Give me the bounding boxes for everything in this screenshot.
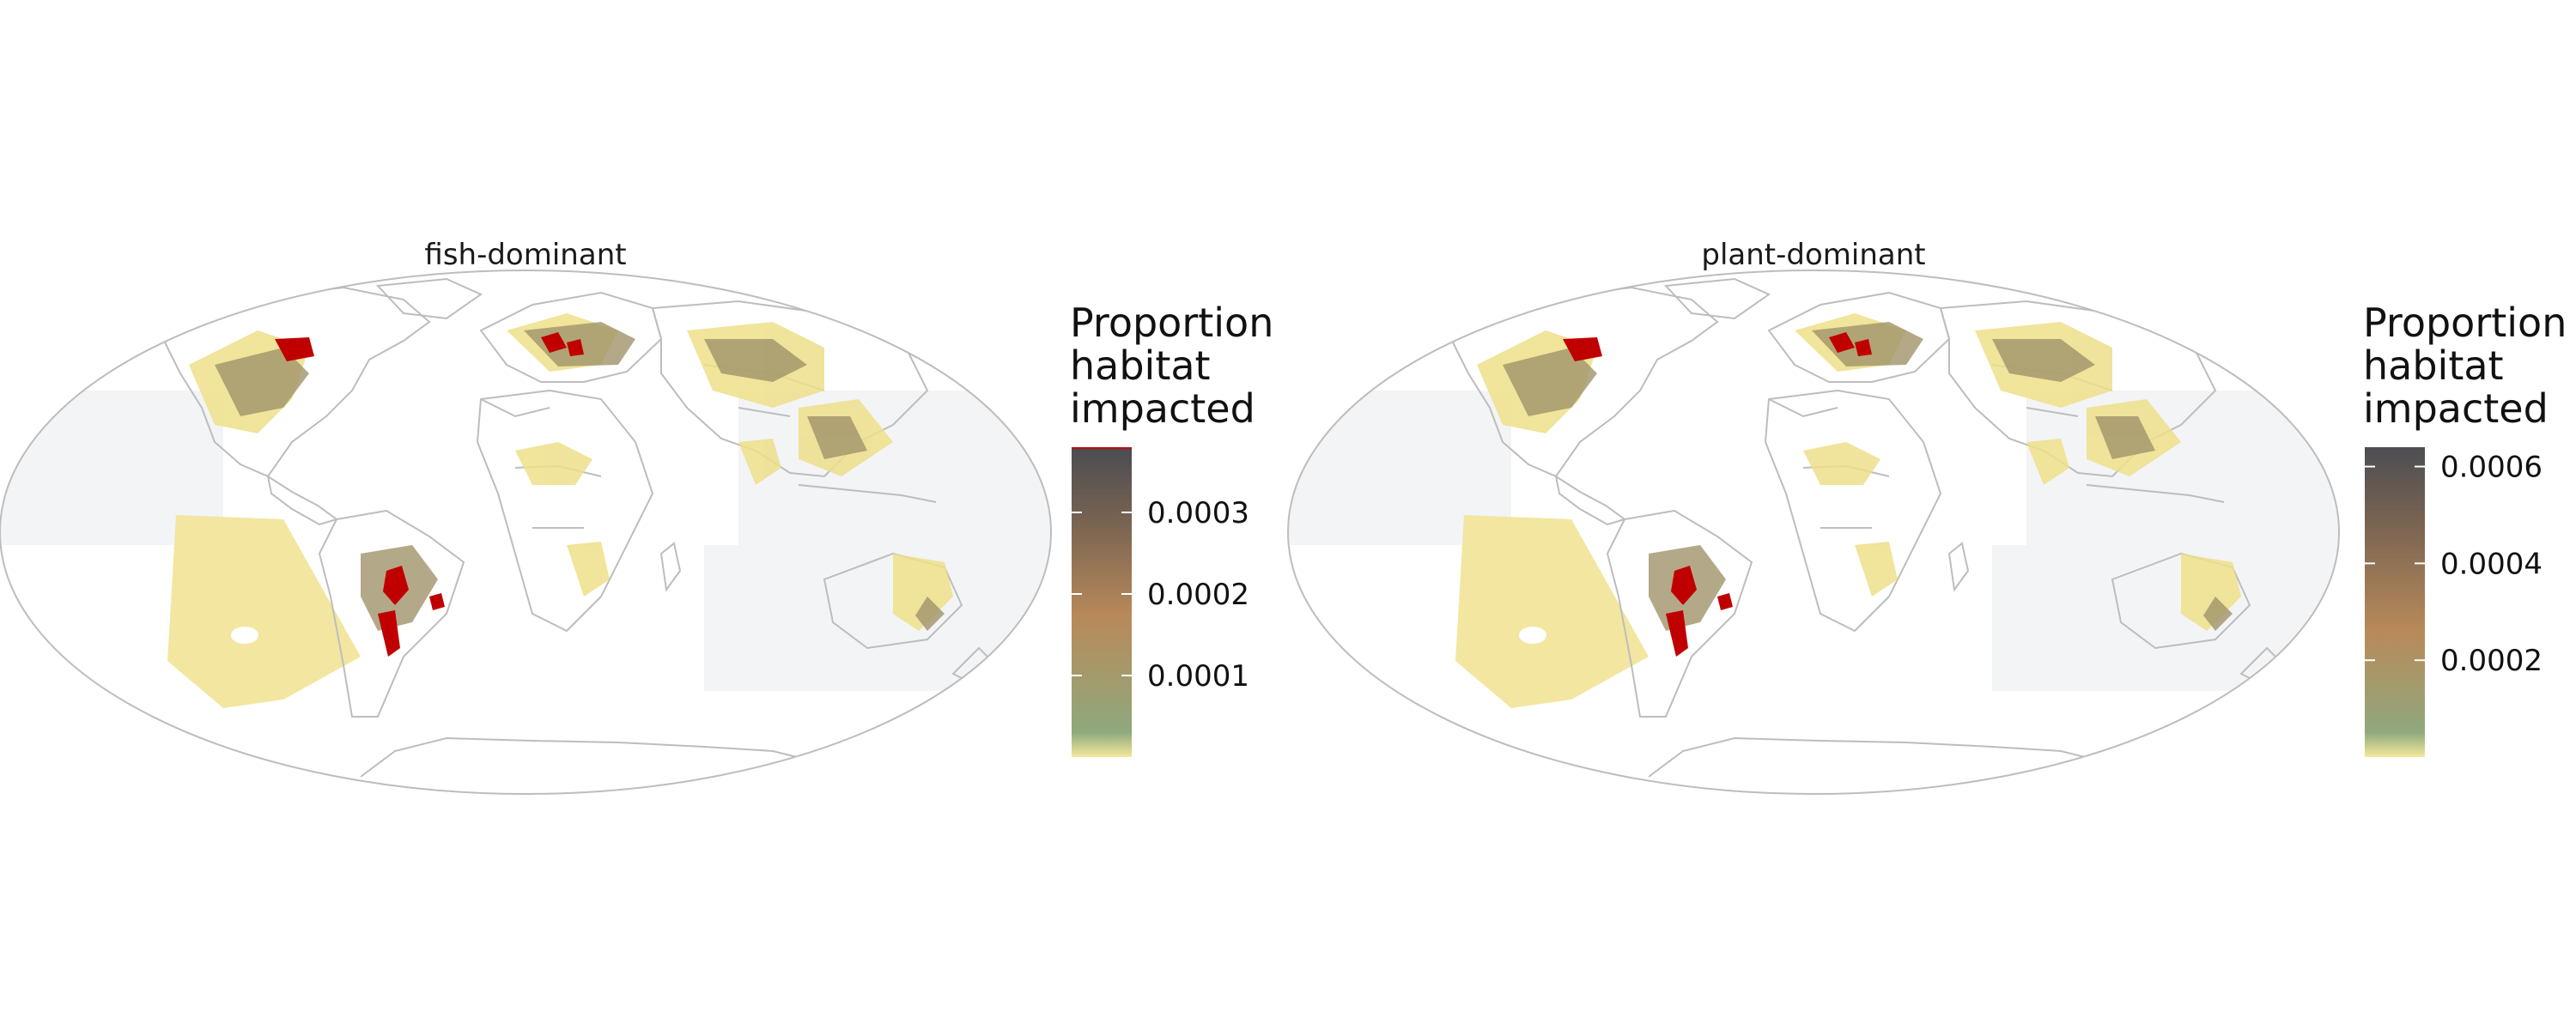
colorbar-tick-label: 0.0002 [2440,644,2543,678]
panel-title: plant-dominant [1701,238,1925,272]
map-fish [0,270,1052,795]
legend-title-line-2: habitat [1070,342,1211,389]
colorbar-tick-label: 0.0006 [2440,451,2543,485]
colorbar-tick-label: 0.0004 [2440,547,2543,581]
globe-outline [1287,270,2340,795]
legend-plant: Proportion habitat impacted 0.0006 0.0004… [2363,300,2567,757]
panel-fish: fish-dominant Proportion habitat impacte… [0,238,1273,795]
legend-title-line-2: habitat [2363,342,2504,389]
colorbar [2365,447,2425,757]
legend-title-line-1: Proportion [2363,300,2567,346]
legend-title-line-3: impacted [1070,385,1255,432]
legend-title-line-3: impacted [2363,385,2549,432]
colorbar [1072,447,1132,757]
globe-outline [0,270,1052,795]
colorbar-tick-label: 0.0002 [1147,578,1249,612]
panel-title: fish-dominant [424,238,626,272]
colorbar-tick-label: 0.0003 [1147,496,1249,530]
legend-fish: Proportion habitat impacted 0.0003 0.0002… [1070,300,1273,757]
colorbar-tick-label: 0.0001 [1147,659,1249,694]
legend-title-line-1: Proportion [1070,300,1273,346]
panel-plant: plant-dominant Proportion habitat impact… [1287,238,2567,795]
map-plant [1287,270,2340,795]
